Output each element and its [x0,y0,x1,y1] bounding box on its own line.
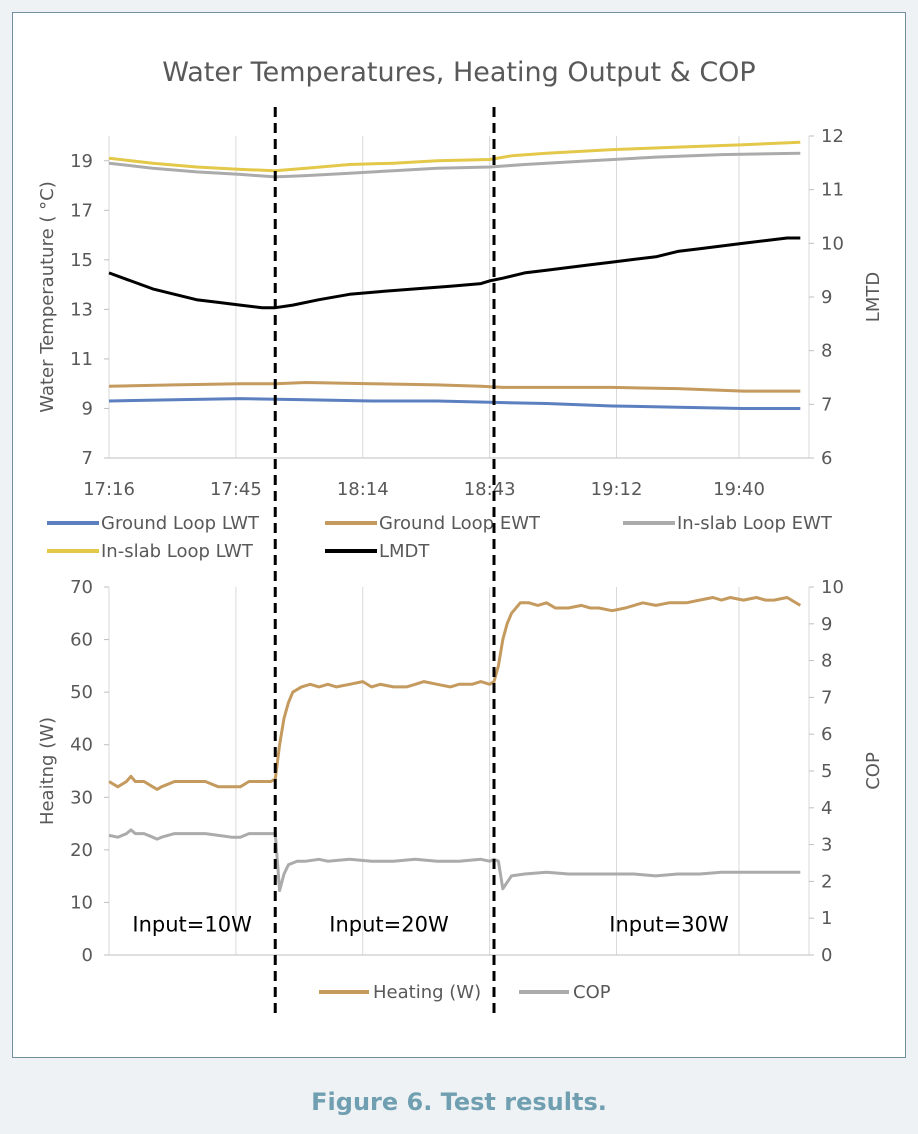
input-annotation: Input=10W [132,912,252,936]
series-line-ground-loop-ewt [108,381,801,393]
y-tick-label: 19 [70,151,93,172]
series-line-ground-loop-lwt [108,397,801,410]
x-tick-label: 17:45 [210,479,262,500]
y-axis-label: Heaitng (W) [37,717,58,825]
y-tick-label: 11 [70,349,93,370]
y-tick-label: 15 [70,250,93,271]
input-annotation: Input=20W [329,912,449,936]
y2-tick-label: 10 [821,577,844,598]
chart-canvas: Water Temperatures, Heating Output & COP… [37,57,884,1017]
legend-label: In-slab Loop EWT [677,513,833,534]
series-line-in-slab-loop-lwt [108,140,801,173]
x-tick-label: 18:14 [337,479,389,500]
y2-tick-label: 9 [821,614,832,635]
figure-panel: Water Temperatures, Heating Output & COP… [12,12,906,1058]
y-tick-label: 50 [70,682,93,703]
y-tick-label: 17 [70,200,93,221]
legend-label: Ground Loop LWT [101,513,260,534]
series-line-in-slab-loop-ewt [108,151,801,179]
y-tick-label: 10 [70,892,93,913]
x-tick-label: 19:40 [713,479,765,500]
y-tick-label: 9 [82,398,93,419]
y2-tick-label: 8 [821,651,832,672]
y-tick-label: 0 [82,945,93,966]
legend2-label: Heating (W) [373,982,481,1003]
y2-tick-label: 2 [821,871,832,892]
y2-tick-label: 4 [821,798,832,819]
y-tick-label: 40 [70,735,93,756]
y-tick-label: 60 [70,630,93,651]
chart-title: Water Temperatures, Heating Output & COP [162,57,755,88]
x-tick-label: 17:16 [83,479,135,500]
legend-label: In-slab Loop LWT [101,541,254,562]
legend-label: LMDT [379,541,430,562]
y2-tick-label: 6 [821,448,832,469]
series-line-heating-w [108,596,802,791]
series-line-cop [108,828,801,893]
y2-tick-label: 7 [821,394,832,415]
y2-tick-label: 9 [821,287,832,308]
y2-axis-label: COP [863,752,884,790]
y-axis-label: Water Temperauture ( °C) [37,181,58,412]
y2-tick-label: 11 [821,180,844,201]
legend-label: Ground Loop EWT [379,513,541,534]
x-tick-label: 19:12 [591,479,643,500]
y-tick-label: 13 [70,299,93,320]
legend2-label: COP [573,982,611,1003]
y-tick-label: 7 [82,448,93,469]
y2-tick-label: 7 [821,687,832,708]
y-tick-label: 20 [70,840,93,861]
input-annotation: Input=30W [609,912,729,936]
figure-caption: Figure 6. Test results. [311,1088,607,1116]
y-tick-label: 70 [70,577,93,598]
y2-tick-label: 1 [821,908,832,929]
y2-tick-label: 5 [821,761,832,782]
y2-axis-label: LMTD [863,272,884,322]
series-line-lmdt [108,236,801,310]
y2-tick-label: 0 [821,945,832,966]
y2-tick-label: 12 [821,126,844,147]
y-tick-label: 30 [70,787,93,808]
y2-tick-label: 3 [821,835,832,856]
y2-tick-label: 10 [821,233,844,254]
y2-tick-label: 8 [821,341,832,362]
x-tick-label: 18:43 [464,479,516,500]
y2-tick-label: 6 [821,724,832,745]
